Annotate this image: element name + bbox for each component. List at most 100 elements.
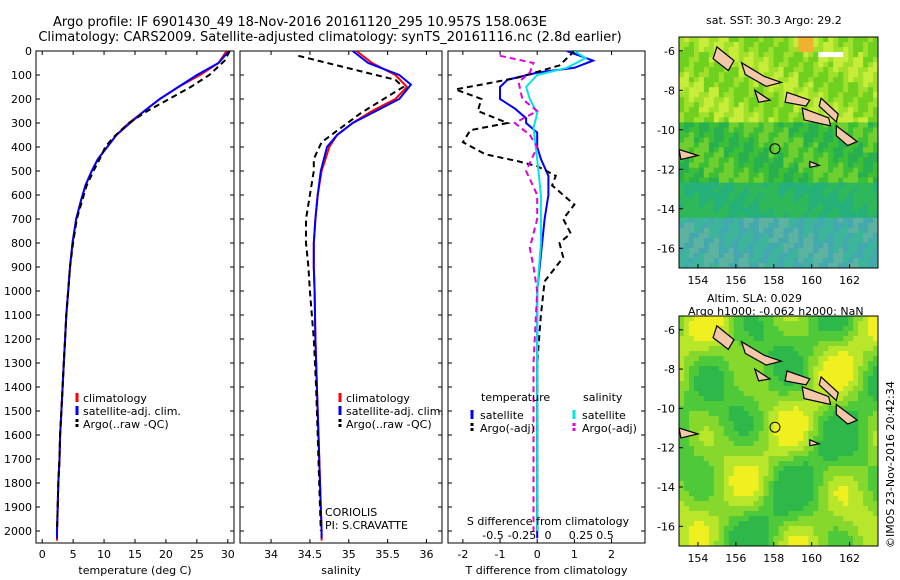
- map-cell: [679, 411, 685, 417]
- map-y-tick-label: -12: [657, 163, 675, 176]
- map-cell: [778, 321, 785, 327]
- map-cell: [788, 321, 795, 327]
- map-cell: [813, 451, 819, 457]
- map-cell: [803, 52, 809, 58]
- map-cell: [778, 167, 785, 174]
- map-cell: [798, 222, 804, 229]
- map-cell: [873, 127, 878, 134]
- map-cell: [858, 207, 864, 214]
- map-cell: [823, 391, 829, 397]
- legend-label: satellite: [480, 409, 524, 422]
- map-cell: [853, 57, 859, 63]
- map-cell: [813, 77, 819, 83]
- map-cell: [833, 87, 839, 93]
- map-cell: [753, 252, 760, 259]
- map-cell: [763, 511, 770, 517]
- map-cell: [758, 471, 765, 477]
- map-cell: [793, 356, 799, 362]
- map-cell: [723, 401, 730, 407]
- map-cell: [873, 107, 878, 113]
- map-cell: [838, 222, 844, 229]
- map-cell: [773, 227, 780, 234]
- map-cell: [788, 456, 795, 462]
- map-cell: [778, 147, 785, 154]
- map-cell: [833, 461, 839, 467]
- map-cell: [688, 486, 695, 492]
- map-cell: [863, 336, 869, 342]
- map-cell: [858, 316, 864, 322]
- map-cell: [788, 212, 795, 219]
- map-cell: [818, 476, 824, 482]
- map-cell: [823, 411, 829, 417]
- map-cell: [813, 471, 819, 477]
- map-cell: [798, 496, 804, 502]
- map-cell: [778, 461, 785, 467]
- map-cell: [863, 341, 869, 347]
- map-cell: [693, 396, 700, 402]
- map-cell: [688, 247, 695, 254]
- map-cell: [703, 127, 710, 134]
- map-cell: [808, 247, 814, 254]
- map-cell: [768, 321, 775, 327]
- map-cell: [683, 466, 690, 472]
- map-cell: [703, 476, 710, 482]
- map-cell: [793, 516, 799, 522]
- map-cell: [848, 366, 854, 372]
- map-cell: [728, 77, 735, 83]
- map-cell: [863, 516, 869, 522]
- map-cell: [868, 142, 874, 149]
- map-cell: [803, 531, 809, 537]
- map-cell: [733, 506, 740, 512]
- map-cell: [698, 37, 705, 43]
- map-cell: [738, 336, 745, 342]
- map-cell: [728, 222, 735, 229]
- map-cell: [748, 122, 755, 128]
- map-cell: [723, 152, 730, 159]
- map-cell: [698, 252, 705, 259]
- map-cell: [693, 406, 700, 412]
- map-cell: [823, 192, 829, 199]
- map-cell: [688, 321, 695, 327]
- map-cell: [858, 192, 864, 199]
- map-cell: [798, 401, 804, 407]
- map-cell: [868, 162, 874, 169]
- map-cell: [728, 371, 735, 377]
- map-cell: [738, 476, 745, 482]
- map-cell: [733, 232, 740, 239]
- map-cell: [708, 37, 715, 43]
- map-cell: [858, 421, 864, 427]
- map-cell: [798, 541, 804, 546]
- map-cell: [848, 127, 854, 134]
- map-cell: [768, 331, 775, 337]
- y-tick-label: 1200: [4, 333, 32, 346]
- map-cell: [818, 177, 824, 184]
- map-cell: [758, 391, 765, 397]
- map-cell: [723, 486, 730, 492]
- map-cell: [863, 62, 869, 68]
- map-cell: [828, 526, 834, 532]
- map-cell: [803, 67, 809, 73]
- map-cell: [708, 107, 715, 113]
- map-cell: [728, 396, 735, 402]
- map-cell: [838, 396, 844, 402]
- map-cell: [858, 456, 864, 462]
- map-cell: [683, 52, 690, 58]
- map-cell: [873, 491, 878, 497]
- map-cell: [863, 466, 869, 472]
- map-cell: [733, 212, 740, 219]
- map-cell: [853, 366, 859, 372]
- map-cell: [788, 491, 795, 497]
- map-cell: [783, 257, 790, 264]
- map-cell: [838, 431, 844, 437]
- map-cell: [873, 366, 878, 372]
- map-cell: [683, 77, 690, 83]
- map-cell: [873, 97, 878, 103]
- map-cell: [703, 147, 710, 154]
- map-cell: [683, 252, 690, 259]
- map-cell: [718, 247, 725, 254]
- map-cell: [833, 257, 839, 264]
- map-cell: [718, 456, 725, 462]
- map-cell: [808, 87, 814, 93]
- map-cell: [679, 142, 685, 149]
- map-cell: [693, 142, 700, 149]
